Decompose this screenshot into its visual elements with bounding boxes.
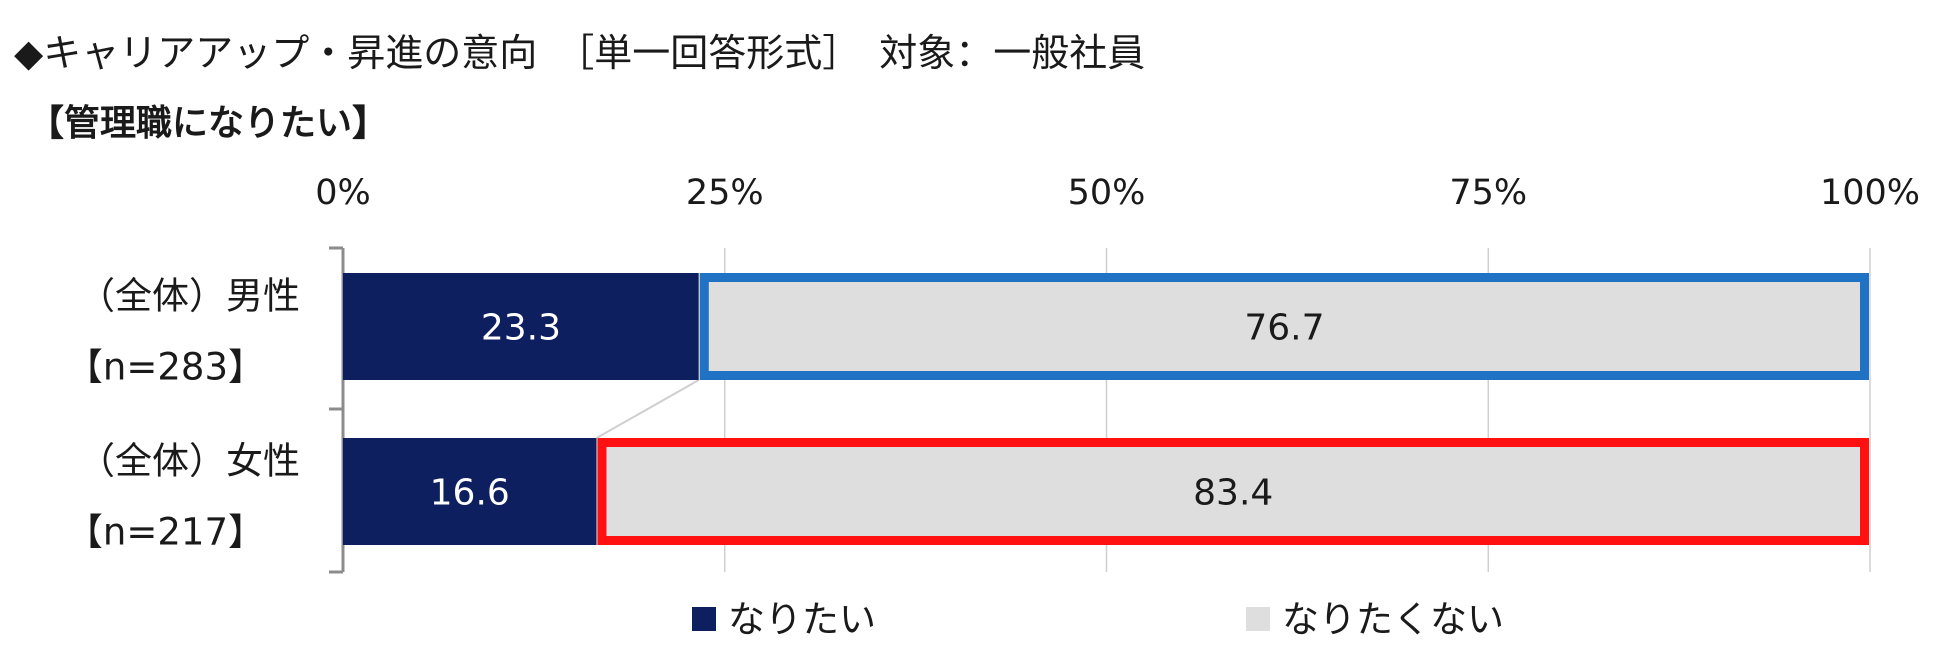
legend-swatch xyxy=(692,607,716,631)
data-label: 16.6 xyxy=(430,473,510,514)
x-tick-label: 50% xyxy=(1068,173,1146,213)
category-sample-size: 【n=217】 xyxy=(66,511,265,554)
category-label: （全体）男性 xyxy=(78,275,300,318)
bar-segment xyxy=(596,438,1871,545)
x-tick-label: 100% xyxy=(1820,173,1920,213)
chart-title: ◆キャリアアップ・昇進の意向 ［単一回答形式］ 対象：一般社員 xyxy=(14,31,1146,75)
chart-subtitle: 【管理職になりたい】 xyxy=(28,103,389,144)
legend-swatch xyxy=(1246,607,1270,631)
bar-segment xyxy=(343,273,699,380)
legend-label: なりたい xyxy=(728,598,876,641)
data-label: 23.3 xyxy=(481,308,561,349)
x-tick-label: 75% xyxy=(1449,173,1527,213)
series-connector-line xyxy=(595,379,700,439)
data-label: 83.4 xyxy=(1193,473,1273,514)
x-tick-label: 0% xyxy=(315,173,371,213)
bar-segment xyxy=(698,273,1870,380)
category-sample-size: 【n=283】 xyxy=(66,346,265,389)
category-label: （全体）女性 xyxy=(78,440,300,483)
bar-segment xyxy=(343,438,597,545)
legend-label: なりたくない xyxy=(1282,598,1504,641)
highlight-outline xyxy=(699,273,1869,380)
highlight-outline xyxy=(597,438,1869,545)
data-label: 76.7 xyxy=(1244,308,1324,349)
x-tick-label: 25% xyxy=(686,173,764,213)
